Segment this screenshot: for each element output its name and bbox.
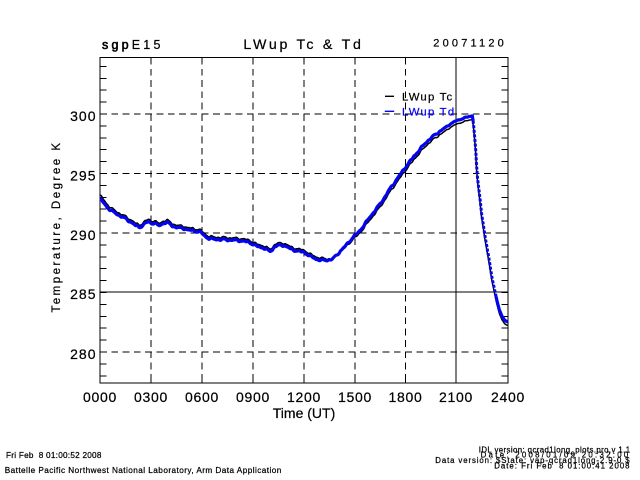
svg-text:20071120: 20071120 [433, 38, 507, 50]
svg-text:280: 280 [70, 346, 96, 362]
svg-text:Date: 2008/01/09 20:32:00: Date: 2008/01/09 20:32:00 [481, 451, 631, 460]
svg-text:Date: Fri Feb 8 01:00:41 2008: Date: Fri Feb 8 01:00:41 2008 [494, 461, 630, 470]
svg-text:290: 290 [70, 227, 96, 243]
svg-text:LWup Td: LWup Td [402, 107, 455, 119]
svg-text:0600: 0600 [185, 389, 219, 405]
svg-text:0900: 0900 [236, 389, 270, 405]
svg-text:2400: 2400 [491, 389, 525, 405]
svg-text:Time (UT): Time (UT) [273, 405, 335, 421]
svg-text:Data version: $State: vap-qcra: Data version: $State: vap-qcrad1long-2.9… [435, 456, 630, 465]
svg-text:sgpE15: sgpE15 [102, 38, 164, 52]
svg-text:285: 285 [70, 286, 96, 302]
svg-text:2100: 2100 [439, 389, 473, 405]
svg-text:295: 295 [70, 168, 96, 184]
svg-text:1500: 1500 [338, 389, 372, 405]
svg-text:0000: 0000 [83, 389, 117, 405]
svg-text:IDL version: qcrad1long_plots.: IDL version: qcrad1long_plots.pro,v 1.1 [479, 445, 631, 454]
svg-text:1200: 1200 [287, 389, 321, 405]
svg-text:1800: 1800 [389, 389, 423, 405]
svg-text:300: 300 [70, 108, 96, 124]
svg-text:Temperature, Degree K: Temperature, Degree K [51, 140, 63, 312]
svg-text:LWup Tc: LWup Tc [402, 92, 453, 104]
svg-text:Battelle Pacific Northwest Nat: Battelle Pacific Northwest National Labo… [5, 466, 282, 475]
svg-text:Fri Feb 8 01:00:52 2008: Fri Feb 8 01:00:52 2008 [6, 451, 102, 460]
svg-text:0300: 0300 [134, 389, 168, 405]
svg-text:LWup Tc & Td: LWup Tc & Td [243, 37, 363, 53]
